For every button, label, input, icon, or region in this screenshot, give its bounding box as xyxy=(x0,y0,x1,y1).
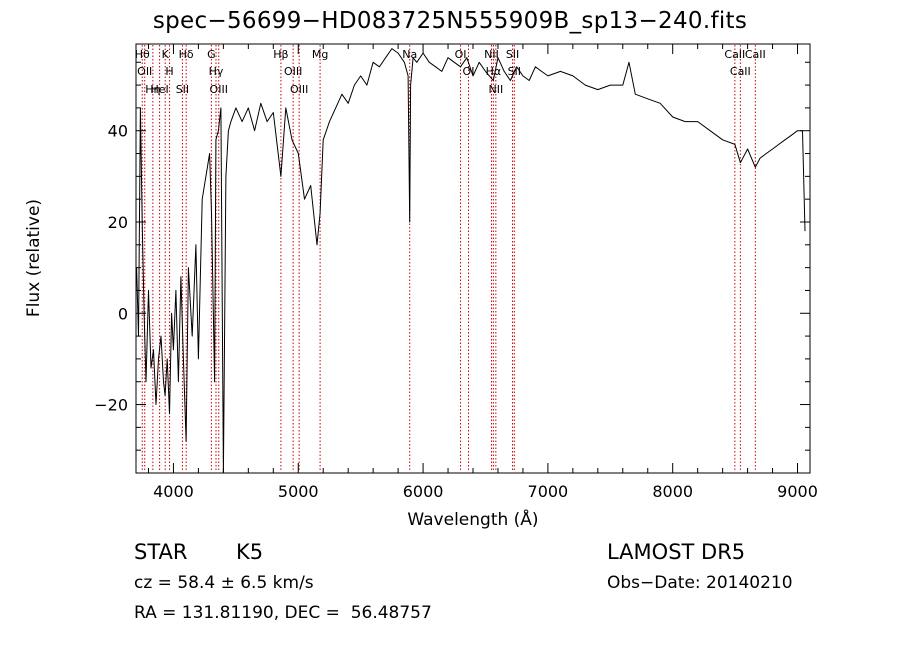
line-label: OIII xyxy=(210,83,228,96)
line-label: SII xyxy=(506,48,519,61)
line-label: SII xyxy=(508,65,521,78)
line-label: Hδ xyxy=(179,48,194,61)
line-label: HeI xyxy=(150,83,168,96)
line-label: OII xyxy=(137,65,152,78)
line-label: Hα xyxy=(486,65,502,78)
line-label: OIII xyxy=(284,65,302,78)
line-label: OI xyxy=(463,65,475,78)
line-label: H xyxy=(165,65,173,78)
series-layer xyxy=(136,48,806,474)
x-tick-label: 8000 xyxy=(652,482,693,501)
line-label: Hθ xyxy=(135,48,150,61)
x-axis-label: Wavelength (Å) xyxy=(407,510,539,530)
line-label: Hη xyxy=(145,83,160,96)
y-tick-label: 20 xyxy=(108,213,128,232)
line-label: OI xyxy=(455,48,467,61)
x-tick-label: 5000 xyxy=(278,482,319,501)
line-label: Na xyxy=(402,48,417,61)
line-label: Hβ xyxy=(273,48,288,61)
line-label: NII xyxy=(484,48,499,61)
survey-name: LAMOST DR5 xyxy=(607,540,746,564)
observation-date: Obs−Date: 20140210 xyxy=(607,573,793,593)
spectral-subclass: K5 xyxy=(236,540,264,564)
line-label: Mg xyxy=(312,48,328,61)
x-tick-label: 4000 xyxy=(153,482,194,501)
line-label: SII xyxy=(176,83,189,96)
x-tick-label: 6000 xyxy=(403,482,444,501)
x-tick-label: 7000 xyxy=(528,482,569,501)
chart-title: spec−56699−HD083725N555909B_sp13−240.fit… xyxy=(152,8,748,34)
axis-ticks: 4000 5000 6000 7000 8000 9000 −20 0 20 40 xyxy=(94,44,818,501)
line-label: OIII xyxy=(290,83,308,96)
y-tick-label: 0 xyxy=(118,304,128,323)
redshift-value: cz = 58.4 ± 6.5 km/s xyxy=(134,573,314,593)
line-label: G xyxy=(207,48,216,61)
plot-frame xyxy=(135,43,811,474)
line-label: NII xyxy=(488,83,503,96)
y-axis-label: Flux (relative) xyxy=(24,198,44,318)
line-label: K xyxy=(162,48,170,61)
line-label: CaII xyxy=(745,48,766,61)
line-label: Hγ xyxy=(209,65,224,78)
line-label: CaII xyxy=(724,48,745,61)
line-markers xyxy=(141,45,756,472)
line-label: CaII xyxy=(730,65,751,78)
object-class: STAR xyxy=(134,540,188,564)
y-tick-label: 40 xyxy=(108,122,128,141)
spectrum-series-line xyxy=(136,48,806,474)
x-tick-label: 9000 xyxy=(777,482,818,501)
coordinates: RA = 131.81190, DEC = 56.48757 xyxy=(134,603,432,623)
y-tick-label: −20 xyxy=(94,396,128,415)
